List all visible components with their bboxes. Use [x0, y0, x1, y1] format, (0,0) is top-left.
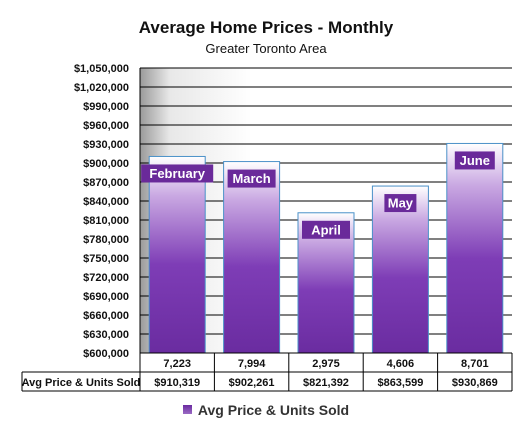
y-tick-label: $630,000: [83, 329, 129, 341]
price-label: $910,319: [154, 377, 200, 389]
y-tick-label: $750,000: [83, 253, 129, 265]
bar-label-box: [384, 194, 417, 213]
y-tick-label: $930,000: [83, 139, 129, 151]
y-tick-label: $1,050,000: [74, 63, 129, 75]
units-sold-label: 8,701: [461, 358, 489, 370]
units-sold-label: 7,994: [238, 358, 266, 370]
y-tick-label: $960,000: [83, 120, 129, 132]
chart-title: Average Home Prices - Monthly: [138, 18, 394, 37]
y-tick-label: $900,000: [83, 158, 129, 170]
bar-february: [148, 155, 206, 354]
bar-march: [223, 161, 281, 354]
units-sold-label: 7,223: [163, 358, 191, 370]
bar-june: [446, 142, 504, 354]
legend: Avg Price & Units Sold: [0, 402, 532, 418]
bar-category-label: June: [460, 153, 490, 168]
chart-subtitle: Greater Toronto Area: [205, 41, 327, 56]
price-label: $863,599: [377, 377, 423, 389]
bar-label-box: [227, 169, 276, 188]
y-tick-label: $780,000: [83, 234, 129, 246]
legend-label: Avg Price & Units Sold: [197, 402, 350, 418]
y-tick-label: $990,000: [83, 101, 129, 113]
bar-category-label: April: [311, 222, 341, 237]
price-label: $930,869: [452, 377, 498, 389]
bar-label-box: [141, 164, 214, 183]
y-tick-label: $660,000: [83, 310, 129, 322]
bar-label-box: [302, 220, 350, 239]
bar-label-box: [454, 151, 495, 170]
bar-category-label: February: [149, 166, 205, 181]
price-label: $821,392: [303, 377, 349, 389]
y-tick-label: $840,000: [83, 196, 129, 208]
units-sold-label: 4,606: [387, 358, 415, 370]
bar-may: [371, 185, 429, 354]
y-tick-label: $600,000: [83, 348, 129, 360]
bar-category-label: March: [232, 171, 270, 186]
y-tick-label: $1,020,000: [74, 82, 129, 94]
y-tick-label: $810,000: [83, 215, 129, 227]
table-row-label: Avg Price & Units Sold: [22, 377, 141, 389]
bar-category-label: May: [388, 196, 414, 211]
y-tick-label: $720,000: [83, 272, 129, 284]
price-label: $902,261: [229, 377, 275, 389]
units-sold-label: 2,975: [312, 358, 340, 370]
y-tick-label: $870,000: [83, 177, 129, 189]
y-tick-label: $690,000: [83, 291, 129, 303]
legend-swatch: [182, 405, 192, 414]
